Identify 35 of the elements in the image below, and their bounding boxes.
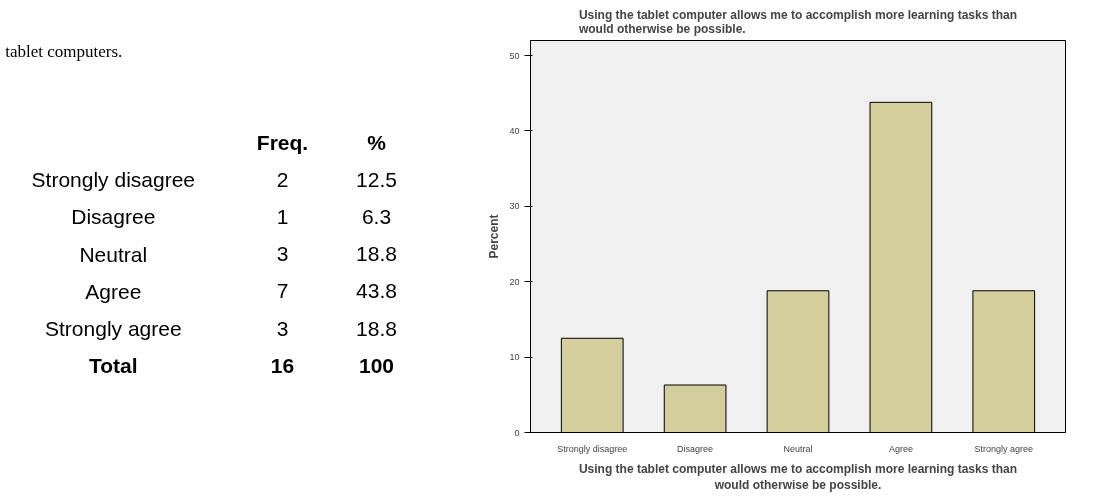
x-tick-label: Strongly disagree (557, 443, 628, 454)
x-tick-label: Neutral (783, 443, 813, 454)
text: Freq. (256, 130, 309, 154)
data-label: 12.5 (356, 167, 397, 191)
x-tick-label: Disagree (677, 443, 714, 454)
category-label: Strongly disagree (31, 168, 196, 192)
y-tick-label: 30 (509, 201, 520, 212)
category-label: Total (89, 354, 138, 378)
x-axis-title: Using the tablet computer allows me to accomplish more learning tasks than would otherwise be possible. (578, 461, 1018, 493)
data-label: 16 (270, 353, 295, 377)
data-label: 100 (358, 353, 395, 377)
x-tick-label: Agree (888, 443, 913, 454)
category-label: Agree (85, 279, 142, 303)
data-label: 3 (276, 242, 289, 266)
x-tick-label: Strongly agree (974, 443, 1034, 454)
text: % (367, 130, 387, 154)
data-label: 7 (276, 279, 289, 303)
y-tick-label: 0 (514, 427, 520, 438)
data-label: 3 (276, 316, 289, 340)
text: tablet computers. (5, 42, 123, 62)
category-label: Strongly agree (45, 317, 182, 341)
data-label: 18.8 (356, 316, 397, 340)
data-label: 18.8 (356, 242, 397, 266)
data-label: 6.3 (361, 204, 392, 228)
y-tick-label: 20 (509, 276, 520, 287)
data-label: 43.8 (356, 279, 397, 303)
data-label: 1 (276, 204, 289, 228)
y-tick-label: 50 (509, 50, 520, 61)
y-axis-title: Percent (487, 214, 502, 259)
y-tick-label: 10 (509, 352, 520, 363)
category-label: Neutral (79, 242, 148, 266)
y-tick-label: 40 (509, 125, 520, 136)
category-label: Disagree (71, 205, 156, 229)
data-label: 2 (276, 167, 289, 191)
chart-title: Using the tablet computer allows me to accomplish more learning tasks than would otherwise be possible. (577, 7, 1018, 36)
